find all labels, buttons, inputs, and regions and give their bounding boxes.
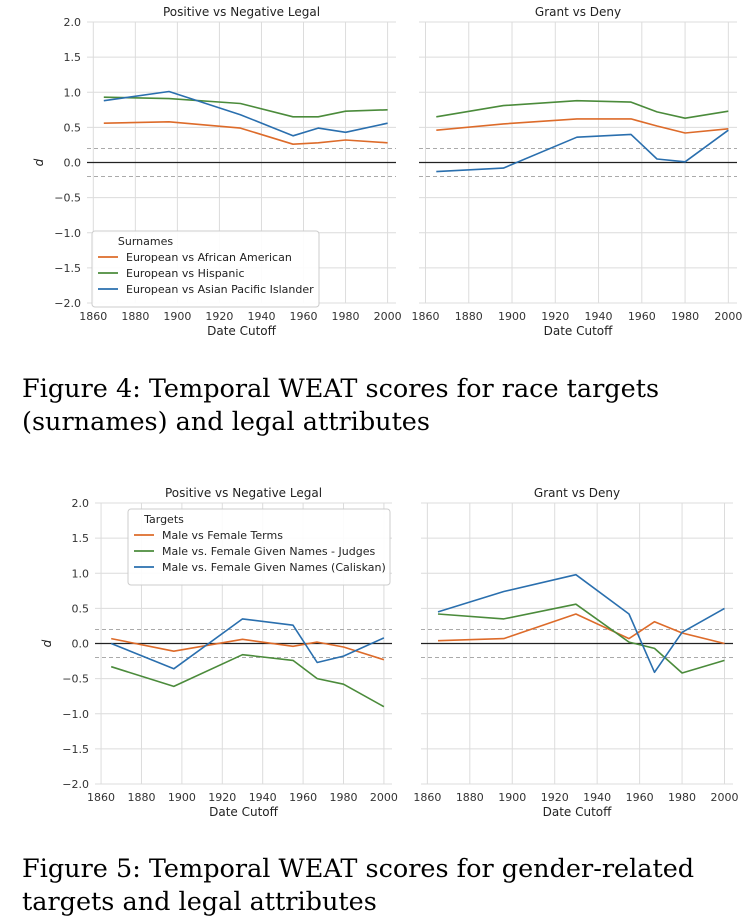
y-tick-label: 2.0 [72, 497, 90, 510]
y-axis-label: d [40, 639, 54, 647]
y-tick-label: 0.5 [72, 602, 90, 615]
y-tick-label: 1.5 [64, 51, 82, 64]
chart-title: Positive vs Negative Legal [163, 5, 320, 19]
x-tick-label: 1960 [289, 791, 317, 804]
x-tick-label: 1860 [413, 791, 441, 804]
x-tick-label: 1920 [541, 310, 569, 323]
x-tick-label: 1920 [541, 791, 569, 804]
y-tick-label: 1.5 [72, 532, 90, 545]
legend-label-1: European vs African American [126, 251, 292, 264]
x-tick-label: 1980 [332, 310, 360, 323]
x-tick-label: 1900 [168, 791, 196, 804]
legend-label-2: Male vs. Female Given Names - Judges [162, 545, 375, 558]
series-line-3 [103, 90, 388, 137]
x-tick-label: 1880 [455, 310, 483, 323]
x-tick-label: 1860 [87, 791, 115, 804]
legend-label-2: European vs Hispanic [126, 267, 245, 280]
x-tick-label: 1980 [668, 791, 696, 804]
y-tick-label: −1.5 [62, 743, 89, 756]
legend-label-1: Male vs Female Terms [162, 529, 283, 542]
x-tick-label: 2000 [370, 791, 398, 804]
y-tick-label: −1.0 [54, 227, 81, 240]
series-line-1 [111, 637, 385, 661]
legend-title: Surnames [118, 235, 173, 248]
x-tick-label: 1920 [205, 310, 233, 323]
x-tick-label: 1860 [411, 310, 439, 323]
x-tick-label: 1880 [456, 791, 484, 804]
legend: Surnames European vs African American Euro… [91, 230, 320, 308]
series-line-1 [436, 118, 729, 134]
x-tick-label: 1940 [583, 791, 611, 804]
series-line-3 [110, 618, 385, 670]
x-axis-label: Date Cutoff [544, 324, 614, 338]
y-tick-label: −1.0 [62, 708, 89, 721]
x-tick-label: 1960 [626, 791, 654, 804]
x-tick-label: 2000 [374, 310, 402, 323]
x-axis-label: Date Cutoff [543, 805, 613, 819]
y-tick-label: −1.5 [54, 262, 81, 275]
series-line-2 [436, 99, 729, 119]
y-tick-label: 1.0 [72, 567, 90, 580]
chart-panel-3: 1860 1880 1900 1920 1940 1960 1980 2000 2.0 1.5 1.… [40, 486, 398, 819]
y-tick-label: 0.0 [72, 638, 90, 651]
chart-panel-1: 1860 1880 1900 1920 1940 1960 1980 2000 2.0 1.5 1.… [32, 5, 402, 338]
x-tick-label: 1940 [249, 791, 277, 804]
y-axis-label: d [32, 158, 46, 166]
y-tick-label: −2.0 [54, 297, 81, 310]
x-tick-label: 1960 [628, 310, 656, 323]
chart-title: Grant vs Deny [535, 5, 621, 19]
x-tick-label: 1960 [290, 310, 318, 323]
y-tick-label: 2.0 [64, 16, 82, 29]
chart-panel-4: 1860 1880 1900 1920 1940 1960 1980 2000 Grant vs… [413, 486, 738, 819]
x-tick-label: 2000 [714, 310, 742, 323]
y-tick-label: 1.0 [64, 86, 82, 99]
y-tick-label: 0.5 [64, 121, 82, 134]
y-tick-label: −2.0 [62, 778, 89, 791]
x-axis-label: Date Cutoff [207, 324, 277, 338]
chart-panel-2: 1860 1880 1900 1920 1940 1960 1980 2000 Grant vs… [411, 5, 742, 338]
legend-label-3: Male vs. Female Given Names (Caliskan) [162, 561, 386, 574]
x-tick-label: 1980 [671, 310, 699, 323]
x-tick-label: 1880 [121, 310, 149, 323]
y-tick-label: 0.0 [64, 157, 82, 170]
series-line-2 [103, 96, 388, 118]
legend-box [91, 230, 320, 308]
legend-title: Targets [143, 513, 184, 526]
x-tick-label: 1900 [498, 310, 526, 323]
figure-5-caption: Figure 5: Temporal WEAT scores for gende… [22, 854, 695, 917]
series-line-2 [110, 653, 385, 708]
x-tick-label: 1940 [247, 310, 275, 323]
x-tick-label: 1940 [585, 310, 613, 323]
legend: Targets Male vs Female Terms Male vs. Fema… [127, 508, 391, 586]
legend-box [127, 508, 391, 586]
x-tick-label: 1860 [79, 310, 107, 323]
x-tick-label: 1880 [127, 791, 155, 804]
x-tick-label: 1980 [330, 791, 358, 804]
series-line-1 [103, 121, 388, 145]
legend-label-3: European vs Asian Pacific Islander [126, 283, 314, 296]
x-axis-label: Date Cutoff [209, 805, 279, 819]
series-line-2 [437, 603, 725, 674]
y-tick-label: −0.5 [54, 192, 81, 205]
x-tick-label: 1900 [498, 791, 526, 804]
y-tick-label: −0.5 [62, 673, 89, 686]
x-tick-label: 1920 [208, 791, 236, 804]
series-line-3 [437, 573, 725, 674]
chart-title: Grant vs Deny [534, 486, 620, 500]
series-line-3 [436, 129, 729, 173]
x-tick-label: 1900 [163, 310, 191, 323]
chart-title: Positive vs Negative Legal [165, 486, 322, 500]
x-tick-label: 2000 [711, 791, 739, 804]
figure-4-caption: Figure 4: Temporal WEAT scores for race … [22, 374, 660, 437]
